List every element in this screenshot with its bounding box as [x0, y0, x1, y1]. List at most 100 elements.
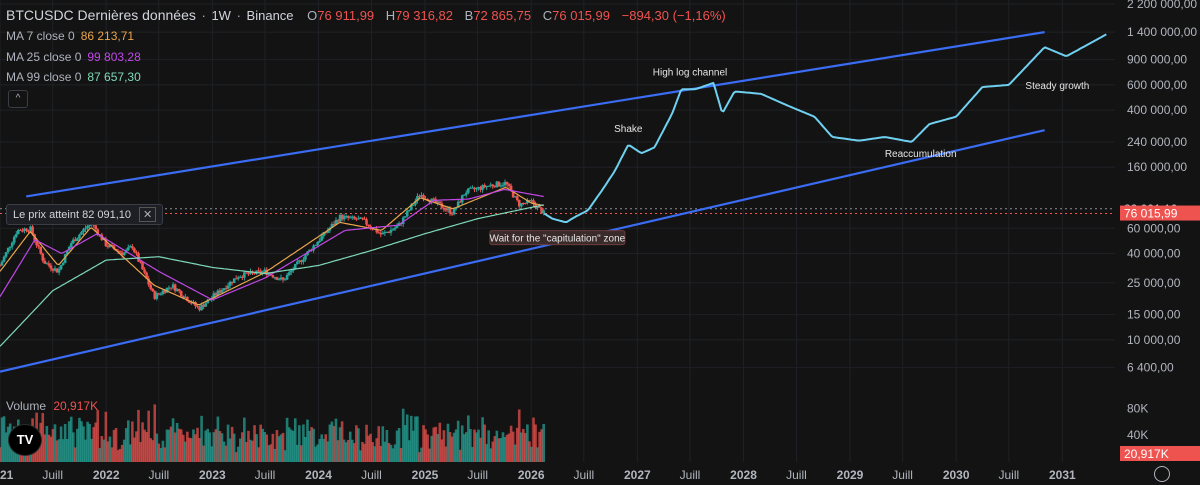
separator: · — [201, 8, 206, 23]
volume-bar — [452, 432, 456, 462]
volume-bar — [405, 414, 409, 462]
candle-body — [316, 242, 319, 245]
volume-bar — [161, 440, 165, 462]
volume-bar — [361, 441, 364, 462]
volume-bar — [133, 437, 136, 462]
volume-bar — [186, 431, 189, 462]
time-axis[interactable]: 2021 Juill 2022 Juill 2023 Juill 2024 Juill 2025… — [0, 468, 1076, 482]
volume-bar — [243, 417, 246, 462]
candle-body — [308, 249, 311, 252]
candle-body — [179, 291, 183, 297]
candle-body — [65, 250, 69, 255]
candle-body — [471, 187, 474, 189]
gear-icon[interactable] — [1154, 466, 1170, 482]
candle-body — [452, 208, 456, 215]
annotation-label: Wait for the "capitulation" zone — [490, 234, 626, 245]
volume-bar — [210, 446, 214, 462]
candle-body — [177, 289, 181, 292]
volume-legend[interactable]: Volume 20,917K — [6, 399, 98, 413]
candle-body — [530, 200, 533, 202]
candle-body — [291, 269, 295, 271]
volume-bar — [515, 427, 519, 462]
volume-bar — [47, 434, 51, 462]
ma99-legend[interactable]: MA 99 close 0 87 657,30 — [6, 70, 141, 84]
candle-body — [479, 187, 482, 190]
candle-body — [59, 264, 63, 270]
volume-bar — [120, 444, 124, 462]
y-tick-label: 2 200 000,00 — [1127, 0, 1197, 11]
candle-body — [495, 181, 499, 188]
volume-bar — [524, 433, 527, 462]
volume-bar — [106, 441, 110, 462]
candle-body — [487, 185, 491, 187]
volume-bar — [503, 436, 507, 462]
candle-body — [287, 272, 291, 275]
candle-body — [139, 261, 142, 263]
volume-value: 20,917K — [53, 399, 99, 413]
volume-bar — [497, 438, 501, 462]
volume-bar — [212, 432, 216, 462]
volume-bar — [320, 434, 324, 462]
candle-body — [522, 202, 525, 204]
volume-bar — [306, 419, 309, 462]
y-tick-label: 240 000,00 — [1127, 135, 1187, 149]
symbol-title[interactable]: BTCUSDC Dernières données — [6, 7, 196, 23]
volume-bar — [214, 429, 218, 462]
candle-body — [442, 207, 446, 210]
collapse-legend-button[interactable]: ^ — [8, 90, 28, 108]
candle-body — [381, 233, 385, 235]
candle-body — [198, 307, 201, 311]
volume-bar — [247, 430, 250, 462]
candle-body — [293, 263, 297, 270]
annotation-label: Reaccumulation — [885, 149, 957, 160]
candle-body — [133, 248, 136, 253]
interval-label[interactable]: 1W — [211, 8, 231, 23]
candle-body — [31, 226, 34, 235]
candle-body — [243, 272, 246, 278]
candle-body — [326, 230, 330, 233]
candle-body — [253, 272, 256, 274]
ma25-legend[interactable]: MA 25 close 0 99 803,28 — [6, 50, 141, 64]
candle-body — [222, 288, 226, 291]
volume-bar — [340, 421, 344, 462]
tradingview-logo[interactable]: TV — [8, 424, 42, 456]
volume-bar — [295, 444, 299, 462]
candle-body — [265, 269, 269, 275]
candle-body — [61, 262, 65, 265]
volume-tick-label: 40K — [1127, 428, 1148, 442]
candle-body — [141, 262, 144, 270]
volume-bar — [267, 445, 271, 462]
volume-bar — [251, 440, 254, 462]
candle-body — [422, 195, 425, 199]
volume-bar — [528, 441, 531, 462]
volume-bar — [145, 431, 148, 462]
projection-line — [543, 33, 1107, 223]
candle-body — [228, 281, 232, 286]
volume-bar — [147, 410, 150, 462]
candle-body — [214, 293, 218, 296]
candle-body — [412, 204, 415, 206]
price-axis[interactable]: 2 200 000,00 1 400 000,00 900 000,00 600 00… — [1120, 0, 1200, 461]
candle-body — [532, 200, 535, 205]
volume-bar — [59, 426, 63, 462]
volume-bar — [377, 426, 381, 462]
candle-body — [51, 268, 55, 271]
price-alert-tag[interactable]: Le prix atteint 82 091,10 ✕ — [6, 204, 164, 225]
candle-body — [357, 218, 360, 220]
volume-bar — [287, 427, 291, 462]
close-icon[interactable]: ✕ — [139, 207, 157, 222]
volume-bar — [473, 429, 476, 462]
candle-body — [493, 186, 497, 188]
candle-body — [436, 201, 440, 203]
y-tick-label: 25 000,00 — [1127, 276, 1181, 290]
volume-bar — [196, 427, 199, 462]
candle-body — [363, 218, 366, 220]
volume-bar — [277, 436, 281, 462]
candle-body — [499, 185, 503, 187]
volume-bar — [432, 427, 436, 462]
candle-body — [444, 209, 448, 211]
volume-bar — [446, 423, 450, 462]
volume-bar — [316, 444, 319, 462]
ma7-legend[interactable]: MA 7 close 0 86 213,71 — [6, 29, 134, 43]
